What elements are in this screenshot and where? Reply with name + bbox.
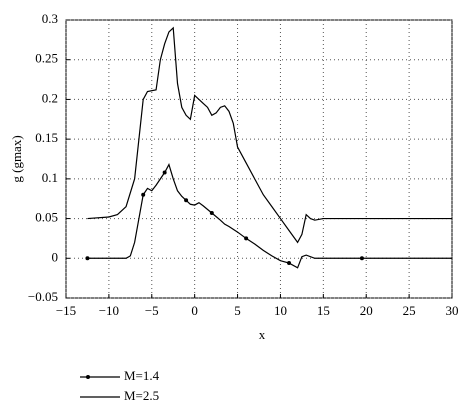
y-tick-label: 0.05 — [35, 210, 58, 225]
data-point — [162, 170, 167, 175]
data-point — [244, 236, 249, 241]
plot-frame — [65, 19, 453, 299]
data-line — [87, 163, 452, 269]
x-tick-label: 0 — [191, 303, 198, 318]
x-tick-label: 5 — [234, 303, 241, 318]
x-tick-label: 30 — [446, 303, 459, 318]
data-point — [209, 211, 214, 216]
legend-label: M=2.5 — [124, 388, 159, 403]
y-axis-label: g (gmax) — [9, 135, 24, 182]
y-tick-label: −0.05 — [28, 289, 58, 304]
y-tick-label: 0.3 — [42, 11, 58, 26]
x-tick-label: 25 — [403, 303, 416, 318]
data-point — [184, 198, 189, 203]
data-point — [85, 256, 90, 261]
y-tick-label: 0.15 — [35, 130, 58, 145]
x-tick-label: 15 — [317, 303, 330, 318]
x-tick-label: −5 — [145, 303, 159, 318]
legend-marker — [86, 375, 90, 379]
data-point — [141, 192, 146, 197]
x-tick-label: 20 — [360, 303, 373, 318]
x-axis-label: x — [259, 327, 266, 342]
y-tick-label: 0.2 — [42, 90, 58, 105]
data-point — [359, 256, 364, 261]
y-tick-label: 0.1 — [42, 170, 58, 185]
x-tick-label: −15 — [56, 303, 76, 318]
y-tick-label: 0.25 — [35, 51, 58, 66]
x-tick-label: −10 — [99, 303, 119, 318]
x-tick-label: 10 — [274, 303, 287, 318]
y-tick-label: 0 — [52, 249, 59, 264]
data-line — [87, 26, 452, 244]
legend-label: M=1.4 — [124, 368, 160, 383]
data-point — [287, 261, 292, 266]
